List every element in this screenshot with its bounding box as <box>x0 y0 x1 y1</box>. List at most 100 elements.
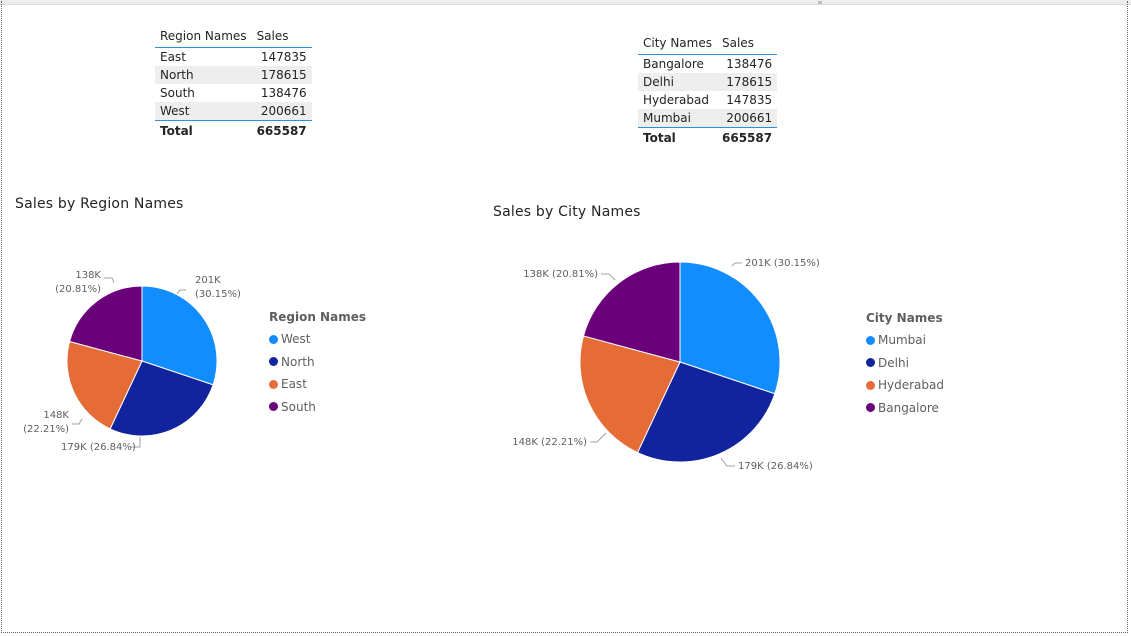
pie-slice-delhi[interactable] <box>636 361 776 463</box>
legend-item-west[interactable]: West <box>269 328 366 351</box>
data-label-north: 179K (26.84%) <box>61 442 136 453</box>
data-label-south: (20.81%) <box>55 284 101 295</box>
leader-line <box>72 418 83 425</box>
sales-cell: 138476 <box>726 57 773 71</box>
pie-slice-mumbai[interactable] <box>679 261 781 395</box>
legend-dot-icon <box>269 402 278 412</box>
data-label-east: (22.21%) <box>23 424 69 435</box>
region-name-cell: South <box>160 86 195 100</box>
sales-cell: 200661 <box>717 109 778 128</box>
sales-cell: 178615 <box>717 73 778 91</box>
legend-item-south[interactable]: South <box>269 396 366 419</box>
region-name-cell: West <box>155 102 252 121</box>
legend-item-mumbai[interactable]: Mumbai <box>866 329 944 352</box>
sales-cell: 178615 <box>251 66 312 84</box>
legend-item-bangalore[interactable]: Bangalore <box>866 397 944 420</box>
table-total-row: Total 665587 <box>155 121 312 141</box>
city-name-cell: Delhi <box>638 73 717 91</box>
legend-dot-icon <box>269 357 278 367</box>
sales-cell: 147835 <box>726 93 773 107</box>
leader-line <box>104 277 115 284</box>
legend-label: Mumbai <box>878 333 926 348</box>
legend-dot-icon <box>866 358 875 368</box>
legend-label: West <box>281 332 311 347</box>
region-chart-title: Sales by Region Names <box>15 196 184 212</box>
legend-dot-icon <box>866 403 875 413</box>
total-value: 665587 <box>722 131 773 145</box>
column-header-region-names[interactable]: Region Names <box>155 26 252 48</box>
legend-dot-icon <box>866 380 875 390</box>
table-row: Hyderabad 147835 <box>638 91 777 109</box>
column-header-sales[interactable]: Sales <box>717 33 778 55</box>
data-label-bangalore: 138K (20.81%) <box>523 269 598 280</box>
legend-label: Delhi <box>878 355 909 370</box>
legend-label: South <box>281 399 316 414</box>
pie-slice-hyderabad[interactable] <box>579 335 681 454</box>
table-header-row: City Names Sales <box>638 33 778 55</box>
sales-cell: 147835 <box>260 50 307 64</box>
total-label: Total <box>643 131 676 145</box>
city-legend: City Names Mumbai Delhi Hyderabad Bangal… <box>866 311 944 419</box>
data-label-east: 148K <box>43 410 69 421</box>
table-row: North 178615 <box>155 66 312 84</box>
table-row: Mumbai 200661 <box>638 109 778 128</box>
legend-label: North <box>281 354 315 369</box>
legend-item-delhi[interactable]: Delhi <box>866 352 944 375</box>
region-name-cell: North <box>155 66 252 84</box>
legend-label: Hyderabad <box>878 378 944 393</box>
city-name-cell: Bangalore <box>643 57 704 71</box>
table-total-row: Total 665587 <box>638 128 777 148</box>
data-label-south: 138K <box>75 270 101 281</box>
data-label-west: 201K <box>195 275 221 286</box>
city-name-cell: Hyderabad <box>643 93 709 107</box>
pie-slice-west[interactable] <box>141 285 218 386</box>
table-row: South 138476 <box>155 84 312 102</box>
data-label-hyderabad: 148K (22.21%) <box>512 437 587 448</box>
column-header-city-names[interactable]: City Names <box>638 33 717 55</box>
region-sales-table: Region Names Sales East 147835 North 178… <box>155 26 312 140</box>
leader-line <box>731 262 742 267</box>
legend-title: Region Names <box>269 310 366 324</box>
legend-item-east[interactable]: East <box>269 373 366 396</box>
region-name-cell: East <box>160 50 186 64</box>
legend-label: Bangalore <box>878 400 939 415</box>
city-chart-title: Sales by City Names <box>493 204 641 220</box>
legend-title: City Names <box>866 311 943 325</box>
pie-slice-north[interactable] <box>109 360 214 437</box>
city-sales-table: City Names Sales Bangalore 138476 Delhi … <box>638 33 778 148</box>
legend-dot-icon <box>269 334 278 344</box>
pie-slice-south[interactable] <box>68 285 143 362</box>
sales-cell: 200661 <box>251 102 312 121</box>
table-row: East 147835 <box>155 48 312 67</box>
city-name-cell: Mumbai <box>638 109 717 128</box>
pie-slice-bangalore[interactable] <box>582 261 681 363</box>
data-label-delhi: 179K (26.84%) <box>738 461 813 472</box>
total-value: 665587 <box>256 124 307 138</box>
leader-line <box>601 273 616 281</box>
table-row: West 200661 <box>155 102 312 121</box>
column-header-sales[interactable]: Sales <box>251 26 312 48</box>
table-row: Delhi 178615 <box>638 73 778 91</box>
leader-line <box>176 289 186 295</box>
sales-cell: 138476 <box>260 86 307 100</box>
legend-dot-icon <box>866 335 875 345</box>
legend-label: East <box>281 377 307 392</box>
data-label-west: (30.15%) <box>195 289 241 300</box>
pie-slice-east[interactable] <box>66 340 143 430</box>
region-legend: Region Names West North East South <box>269 310 366 418</box>
leader-line <box>590 432 607 443</box>
top-bar-marker <box>818 1 822 4</box>
legend-item-hyderabad[interactable]: Hyderabad <box>866 374 944 397</box>
table-header-row: Region Names Sales <box>155 26 312 48</box>
legend-dot-icon <box>269 379 278 389</box>
top-bar <box>0 0 1131 5</box>
total-label: Total <box>160 124 193 138</box>
table-row: Bangalore 138476 <box>638 55 777 74</box>
leader-line <box>720 457 735 467</box>
leader-line <box>130 437 141 448</box>
legend-item-north[interactable]: North <box>269 351 366 374</box>
data-label-mumbai: 201K (30.15%) <box>745 258 820 269</box>
